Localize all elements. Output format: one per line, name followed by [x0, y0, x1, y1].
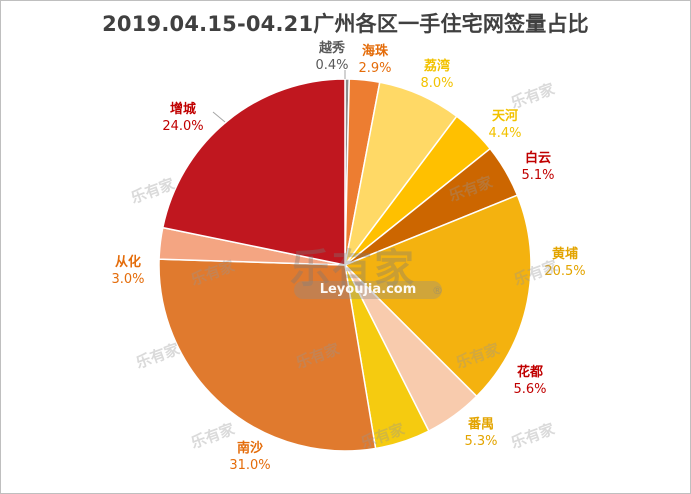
slice-percent-越秀: 0.4% — [315, 58, 348, 73]
watermark-registered-mark: ® — [432, 284, 443, 297]
slice-percent-花都: 5.6% — [513, 382, 546, 397]
watermark-logo: 乐有家 — [290, 246, 416, 292]
leader-line-增城 — [212, 111, 226, 123]
slice-percent-增城: 24.0% — [162, 119, 203, 134]
slice-label-南沙: 南沙 — [237, 440, 263, 456]
pie-slice-南沙 — [158, 258, 377, 452]
slice-percent-荔湾: 8.0% — [420, 76, 453, 91]
watermark-url: Leyoujia.com — [294, 281, 442, 299]
slice-label-花都: 花都 — [517, 364, 543, 380]
slice-label-番禺: 番禺 — [467, 416, 494, 432]
slice-label-增城: 增城 — [170, 101, 196, 117]
pie-slice-增城 — [161, 78, 346, 266]
chart-title: 2019.04.15-04.21广州各区一手住宅网签量占比 — [102, 12, 589, 36]
slice-percent-从化: 3.0% — [111, 272, 144, 287]
slice-percent-海珠: 2.9% — [358, 61, 391, 76]
slice-label-海珠: 海珠 — [362, 43, 389, 59]
slice-percent-番禺: 5.3% — [464, 434, 497, 449]
slice-label-黄埔: 黄埔 — [552, 246, 578, 262]
pie-slice-黄埔 — [343, 194, 532, 398]
slice-percent-白云: 5.1% — [521, 168, 554, 183]
slice-percent-黄埔: 20.5% — [544, 264, 585, 279]
slice-label-荔湾: 荔湾 — [423, 58, 450, 74]
slice-label-从化: 从化 — [115, 254, 141, 270]
slice-label-越秀: 越秀 — [318, 40, 346, 56]
slice-percent-南沙: 31.0% — [229, 458, 270, 473]
slice-percent-天河: 4.4% — [488, 126, 521, 141]
slice-label-白云: 白云 — [525, 150, 551, 166]
slice-label-天河: 天河 — [492, 108, 518, 124]
